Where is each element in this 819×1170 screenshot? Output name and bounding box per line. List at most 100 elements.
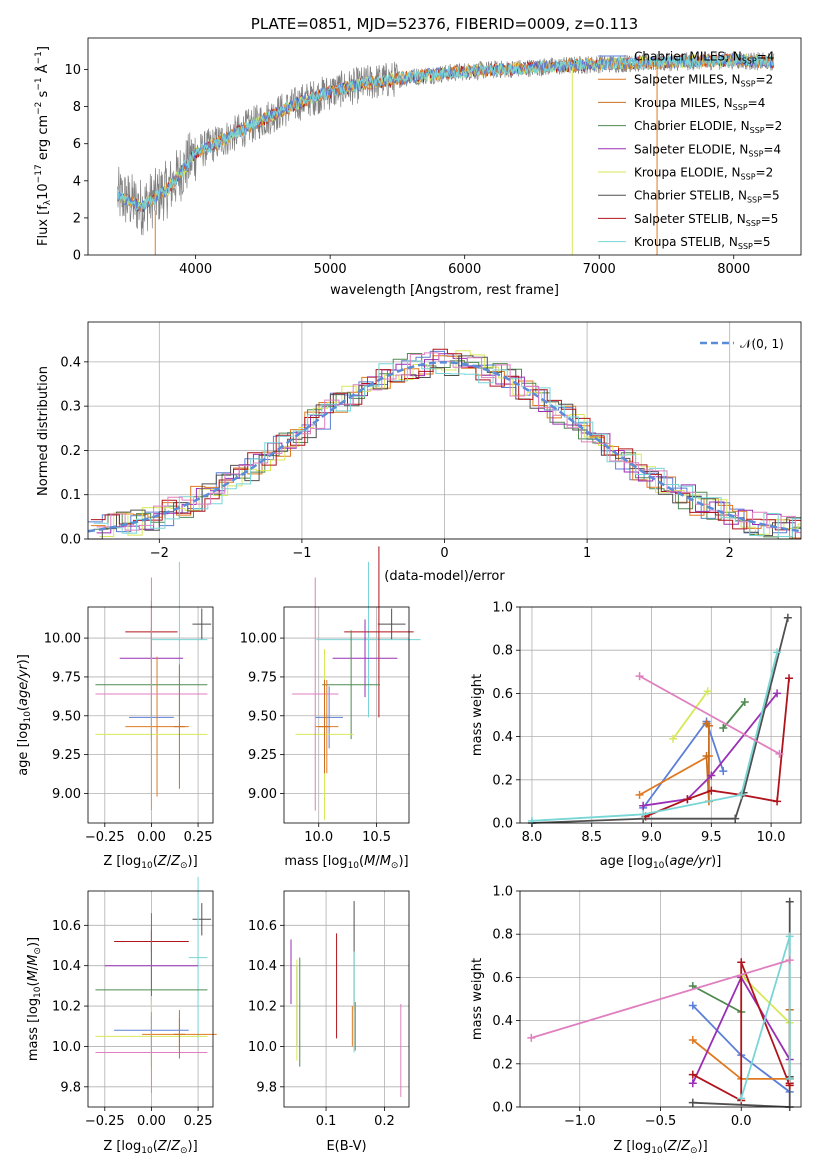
legend-label: Chabrier MILES, NSSP=4 <box>634 50 774 66</box>
residuals-panel: −2 −1 0 1 2 0.0 0.1 0.2 0.3 0.4 (data-model)/erro… <box>36 321 802 584</box>
wZ-ylabel: mass weight <box>470 958 485 1040</box>
residuals-xtick-label: −1 <box>292 546 311 561</box>
wAge-marker <box>639 801 648 810</box>
wAge-line <box>531 617 789 824</box>
legend-label: Chabrier STELIB, NSSP=5 <box>634 189 780 205</box>
residual-histogram <box>96 353 801 540</box>
mE-xlabel: E(B-V) <box>326 1139 366 1154</box>
residuals-xtick-label: 1 <box>583 546 591 561</box>
mZ-ytick-label: 10.0 <box>52 1040 81 1055</box>
wAge-marker <box>773 648 782 657</box>
residuals-legend: 𝒩(0, 1) <box>700 337 784 351</box>
legend-label: Salpeter MILES, NSSP=2 <box>634 73 773 89</box>
wAge-xlabel: age [log10(age/yr)] <box>600 854 722 871</box>
mE-ytick-label: 10.2 <box>248 1000 277 1015</box>
wAge-ylabel: mass weight <box>470 674 485 756</box>
ageM-ytick-label: 10.00 <box>240 632 277 647</box>
spectrum-frame <box>87 37 802 256</box>
wAge-marker <box>731 814 740 823</box>
mZ-ytick-label: 10.6 <box>52 919 81 934</box>
wAge-marker <box>773 689 782 698</box>
wAge-ytick-label: 0.4 <box>492 730 513 745</box>
residuals-xtick-label: 0 <box>440 546 448 561</box>
residuals-xlabel: (data-model)/error <box>384 569 505 584</box>
ageZ-errorbars <box>95 561 212 813</box>
wZ-xtick-label: −1.0 <box>564 1114 596 1129</box>
wAge-marker <box>785 674 794 683</box>
age-vs-mass-panel: 10.0 10.5 9.00 9.25 9.50 9.75 10.00 <box>240 546 421 845</box>
wAge-ytick-label: 0.8 <box>492 644 513 659</box>
wAge-line <box>531 652 778 822</box>
wZ-marker <box>688 1070 697 1079</box>
spectrum-xtick-label: 6000 <box>448 262 481 277</box>
mZ-axes <box>88 891 213 1107</box>
wAge-marker <box>775 749 784 758</box>
legend-label: Kroupa STELIB, NSSP=5 <box>634 235 771 251</box>
wZ-series <box>527 897 794 1111</box>
ageM-frame <box>283 606 410 824</box>
residual-histogram <box>90 355 801 539</box>
ageZ-ylabel: age [log10(age/yr)] <box>16 654 33 776</box>
age-vs-metallicity-panel: −0.25 0.00 0.25 9.00 9.25 9.50 9.75 10.00 <box>44 561 214 845</box>
mE-xtick-label: 0.1 <box>316 1114 337 1129</box>
ageM-errorbars <box>292 546 421 820</box>
mE-ytick-label: 10.4 <box>248 959 277 974</box>
ageM-ytick-label: 9.00 <box>248 787 277 802</box>
normal-legend-label: 𝒩(0, 1) <box>740 337 784 351</box>
wAge-xtick-label: 8.0 <box>522 830 543 845</box>
wAge-line <box>643 692 778 807</box>
wAge-ytick-label: 1.0 <box>492 601 513 616</box>
mZ-ylabel: mass [log10(M/M⊙)] <box>26 937 43 1061</box>
mE-ytick-label: 9.8 <box>256 1080 277 1095</box>
mE-ytick-label: 10.6 <box>248 919 277 934</box>
legend-label: Salpeter ELODIE, NSSP=4 <box>634 142 781 158</box>
ageZ-ytick-label: 9.25 <box>52 748 81 763</box>
wZ-marker <box>688 1079 697 1088</box>
ageM-ytick-label: 9.25 <box>248 748 277 763</box>
wAge-marker <box>635 790 644 799</box>
wAge-marker <box>707 786 716 795</box>
wZ-marker <box>688 1001 697 1010</box>
spectrum-title: PLATE=0851, MJD=52376, FIBERID=0009, z=0… <box>251 15 638 33</box>
wZ-marker <box>785 956 794 965</box>
wAge-marker <box>703 687 712 696</box>
mZ-frame <box>87 890 214 1108</box>
mE-frame <box>283 890 410 1108</box>
wZ-xtick-label: 0.0 <box>731 1114 752 1129</box>
ageZ-xtick-label: 0.25 <box>184 830 213 845</box>
spectrum-model-lines <box>117 53 775 255</box>
residual-histograms <box>88 348 801 540</box>
mZ-ytick-label: 10.2 <box>52 1000 81 1015</box>
legend-label: Salpeter STELIB, NSSP=5 <box>634 212 778 228</box>
wZ-line <box>692 985 742 1013</box>
wAge-ytick-label: 0.2 <box>492 773 513 788</box>
spectrum-ytick-label: 2 <box>73 211 81 226</box>
wZ-ytick-label: 0.8 <box>492 928 513 943</box>
wAge-xtick-label: 8.5 <box>581 830 602 845</box>
wZ-ytick-label: 0.4 <box>492 1014 513 1029</box>
wZ-marker <box>737 1094 746 1103</box>
wAge-xtick-label: 10.0 <box>757 830 786 845</box>
wZ-ytick-label: 1.0 <box>492 885 513 900</box>
spectrum-xtick-label: 5000 <box>314 262 347 277</box>
mZ-xtick-label: 0.25 <box>184 1114 213 1129</box>
ageM-axes <box>284 607 409 823</box>
weight-vs-metallicity-panel: −1.0 −0.5 0.0 0.0 0.2 0.4 0.6 0.8 1.0 <box>492 885 802 1129</box>
model-spectrum <box>117 53 775 212</box>
wAge-series <box>527 613 794 827</box>
spectrum-ytick-label: 8 <box>73 100 81 115</box>
legend-label: Chabrier ELODIE, NSSP=2 <box>634 119 782 135</box>
wAge-marker <box>773 797 782 806</box>
ageZ-ytick-label: 9.00 <box>52 787 81 802</box>
mE-ytick-label: 10.0 <box>248 1040 277 1055</box>
wZ-ytick-label: 0.0 <box>492 1101 513 1116</box>
ageM-ytick-label: 9.50 <box>248 709 277 724</box>
wAge-marker <box>707 771 716 780</box>
wZ-marker <box>785 1074 794 1083</box>
wAge-marker <box>737 790 746 799</box>
legend-label: Kroupa ELODIE, NSSP=2 <box>634 166 773 182</box>
wZ-marker <box>688 1036 697 1045</box>
wAge-marker <box>702 752 711 761</box>
spectrum-xtick-label: 7000 <box>583 262 616 277</box>
